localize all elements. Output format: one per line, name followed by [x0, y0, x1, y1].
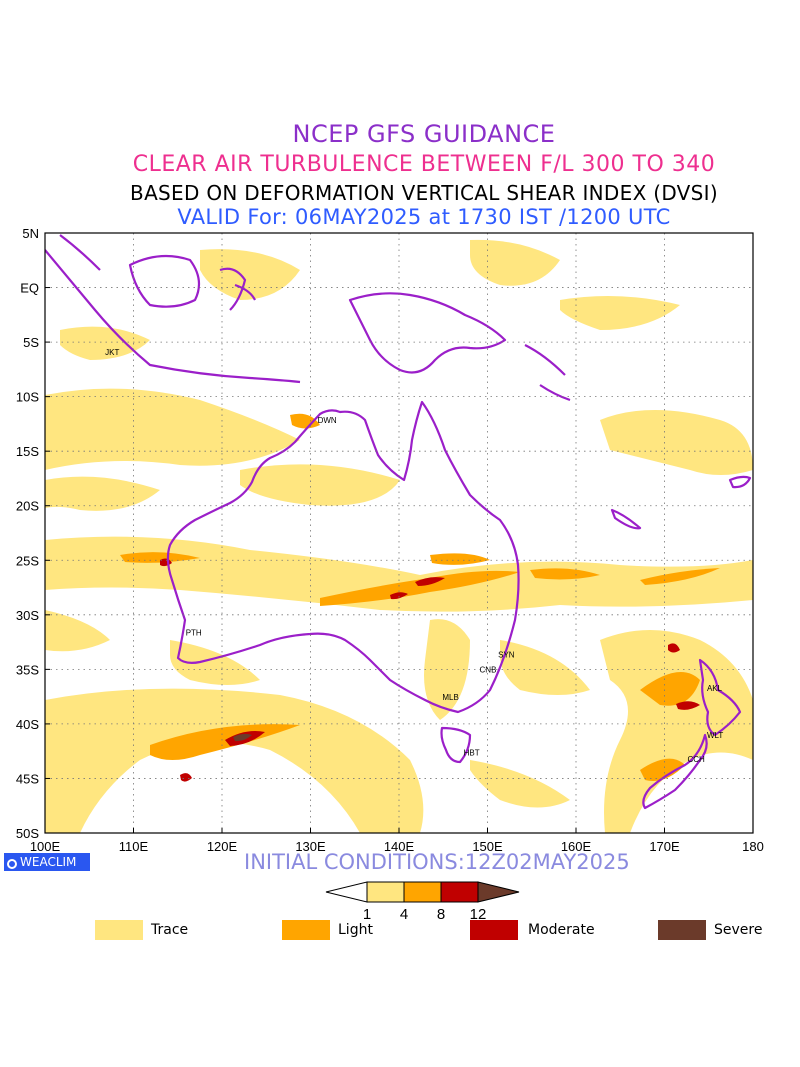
sulawesi-coastline [219, 267, 256, 311]
turbulence-field [45, 234, 753, 833]
lon-tick-100e: 100E [30, 839, 61, 854]
title-method: BASED ON DEFORMATION VERTICAL SHEAR INDE… [130, 181, 718, 205]
title-valid-time: VALID For: 06MAY2025 at 1730 IST /1200 U… [177, 205, 671, 229]
colorbar-tick-1: 1 [363, 906, 371, 923]
lat-tick-10s: 10S [16, 390, 39, 405]
australia-coastline [166, 400, 520, 714]
lat-tick-40s: 40S [16, 717, 39, 732]
station-cnb: CNB [480, 666, 497, 675]
map-gridlines [45, 233, 753, 833]
sumatra-java-coastline [45, 234, 301, 384]
solomon-islands-coastline [524, 344, 571, 402]
station-akl: AKL [707, 684, 723, 693]
lat-tick-25s: 25S [16, 553, 39, 568]
initial-conditions: INITIAL CONDITIONS:12Z02MAY2025 [244, 850, 630, 874]
lon-tick-180: 180 [742, 839, 764, 854]
colorbar-tick-12: 12 [470, 906, 487, 923]
lon-tick-120e: 120E [207, 839, 238, 854]
lat-tick-5s: 5S [23, 335, 39, 350]
new-caledonia-coastline [610, 508, 642, 530]
legend-label-moderate: Moderate [528, 922, 595, 938]
fiji-coastline [728, 475, 752, 489]
new-zealand-south-coastline [642, 733, 708, 810]
colorbar: 1 4 8 12 [325, 881, 520, 923]
lat-tick-15s: 15S [16, 444, 39, 459]
title-product: CLEAR AIR TURBULENCE BETWEEN F/L 300 TO … [132, 152, 716, 177]
colorbar-tick-4: 4 [400, 906, 408, 923]
lat-tick-45s: 45S [16, 771, 39, 786]
lat-tick-35s: 35S [16, 662, 39, 677]
new-guinea-coastline [348, 292, 507, 374]
lon-tick-150e: 150E [472, 839, 503, 854]
station-pth: PTH [186, 629, 202, 638]
lat-tick-20s: 20S [16, 499, 39, 514]
colorbar-tick-8: 8 [437, 906, 445, 923]
lon-tick-160e: 160E [561, 839, 592, 854]
lon-tick-170e: 170E [649, 839, 680, 854]
lon-tick-130e: 130E [295, 839, 326, 854]
lon-tick-140e: 140E [384, 839, 415, 854]
station-wlt: WLT [707, 731, 723, 740]
new-zealand-north-coastline [698, 658, 742, 737]
station-cch: CCH [688, 755, 706, 764]
colorbar-box-trace [366, 881, 405, 903]
borneo-coastline [128, 254, 201, 308]
colorbar-high-arrow [477, 881, 520, 903]
latitude-tick-labels: 5N EQ 5S 10S 15S 20S 25S 30S 35S 40S 45S 50S [16, 226, 50, 841]
station-hbt: HBT [464, 749, 480, 758]
colorbar-box-moderate [440, 881, 479, 903]
weaclim-logo-icon [7, 859, 17, 869]
lon-tick-110e: 110E [119, 839, 149, 854]
legend-label-light: Light [338, 922, 373, 938]
lat-tick-50s: 50S [16, 826, 39, 841]
legend-label-trace: Trace [151, 922, 189, 938]
lat-tick-eq: EQ [20, 281, 39, 296]
legend-swatch-trace [95, 920, 143, 940]
title-model: NCEP GFS GUIDANCE [292, 120, 556, 148]
colorbar-box-light [403, 881, 442, 903]
tasmania-coastline [440, 726, 472, 764]
longitude-tick-labels: 100E 110E 120E 130E 140E 150E 160E 170E 180 [30, 828, 764, 854]
legend-swatch-severe [658, 920, 706, 940]
legend-label-severe: Severe [714, 922, 763, 938]
colorbar-low-arrow [325, 881, 368, 903]
legend-swatch-light [282, 920, 330, 940]
station-jkt: JKT [105, 348, 119, 357]
legend-swatch-moderate [470, 920, 518, 940]
lat-tick-5n: 5N [22, 226, 39, 241]
lat-tick-30s: 30S [16, 608, 39, 623]
station-syn: SYN [498, 650, 515, 659]
weaclim-logo: WEACLIM [4, 853, 90, 871]
station-dwn: DWN [318, 416, 337, 425]
station-mlb: MLB [442, 693, 458, 702]
